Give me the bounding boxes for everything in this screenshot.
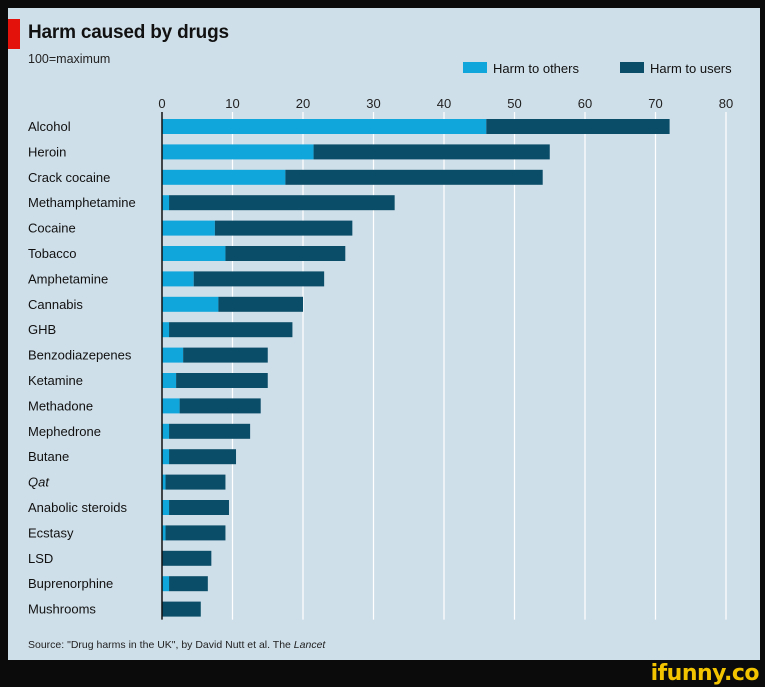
bar-harm-to-users [193, 271, 325, 287]
chart-panel: Harm caused by drugs 100=maximum 0 10 20 30… [8, 8, 760, 660]
bar-harm-to-users [169, 195, 395, 211]
category-label: Buprenorphine [28, 576, 113, 591]
chart-source: Source: "Drug harms in the UK", by David… [28, 639, 325, 651]
x-tick-label: 60 [578, 96, 592, 111]
bar-harm-to-users [165, 525, 226, 541]
bar-harm-to-others [162, 525, 166, 541]
bar-harm-to-users [214, 220, 353, 236]
bar-harm-to-users [218, 296, 303, 312]
x-tick-label: 50 [507, 96, 521, 111]
watermark-logo: ifunny.co [650, 661, 760, 686]
category-label: Qat [28, 475, 50, 490]
category-label: Amphetamine [28, 271, 108, 286]
bar-harm-to-others [162, 220, 215, 236]
bar-harm-to-others [162, 195, 170, 211]
legend-label-users: Harm to users [650, 61, 732, 76]
category-label: GHB [28, 322, 56, 337]
category-label: Tobacco [28, 246, 76, 261]
category-label: Mushrooms [28, 602, 96, 617]
category-label: LSD [28, 551, 53, 566]
category-label: Methadone [28, 398, 93, 413]
bar-harm-to-users [162, 601, 201, 617]
category-label: Methamphetamine [28, 195, 136, 210]
x-tick-label: 10 [225, 96, 239, 111]
x-tick-label: 20 [296, 96, 310, 111]
x-tick-label: 40 [437, 96, 451, 111]
bar-harm-to-users [169, 449, 237, 465]
bar-harm-to-users [169, 500, 229, 515]
bar-harm-to-others [162, 144, 314, 160]
bar-harm-to-others [162, 347, 184, 363]
bar-harm-to-others [162, 246, 226, 261]
x-tick-label: 0 [158, 96, 165, 111]
bar-harm-to-users [179, 398, 261, 414]
x-tick-label: 30 [366, 96, 380, 111]
bar-harm-to-users [313, 144, 550, 160]
bar-harm-to-users [183, 347, 268, 363]
bar-harm-to-others [162, 576, 170, 592]
bar-harm-to-users [162, 550, 212, 566]
category-label: Alcohol [28, 119, 71, 134]
bar-harm-to-others [162, 398, 180, 414]
bar-harm-to-others [162, 474, 166, 490]
category-label: Crack cocaine [28, 170, 110, 185]
bar-harm-to-others [162, 271, 194, 287]
legend-swatch-users [620, 62, 644, 73]
bar-harm-to-others [162, 322, 170, 338]
bar-harm-to-others [162, 169, 286, 185]
source-text: Source: "Drug harms in the UK", by David… [28, 639, 294, 651]
bar-harm-to-users [169, 423, 251, 439]
brand-tab [8, 19, 20, 49]
bar-harm-to-users [165, 474, 226, 490]
category-label: Benzodiazepenes [28, 348, 132, 363]
bar-harm-to-users [169, 322, 293, 338]
category-label: Cannabis [28, 297, 83, 312]
x-tick-label: 70 [648, 96, 662, 111]
bar-harm-to-others [162, 119, 487, 134]
chart-subtitle: 100=maximum [28, 52, 111, 66]
category-label: Cocaine [28, 221, 76, 236]
bar-harm-to-others [162, 373, 177, 388]
category-label: Heroin [28, 144, 66, 159]
bar-harm-to-others [162, 449, 170, 465]
bar-harm-to-users [176, 373, 268, 388]
category-label: Mephedrone [28, 424, 101, 439]
bar-harm-to-users [169, 576, 208, 592]
bar-harm-to-users [486, 119, 670, 134]
category-label: Ecstasy [28, 525, 74, 540]
bar-harm-to-others [162, 296, 219, 312]
bar-harm-to-users [225, 246, 346, 261]
category-label: Ketamine [28, 373, 83, 388]
bar-harm-to-users [285, 169, 543, 185]
source-journal: Lancet [293, 639, 326, 651]
chart-title: Harm caused by drugs [28, 22, 229, 43]
bar-harm-to-others [162, 500, 170, 515]
category-label: Anabolic steroids [28, 500, 127, 515]
legend-swatch-others [463, 62, 487, 73]
legend-label-others: Harm to others [493, 61, 579, 76]
bar-chart: 0 10 20 30 40 50 60 70 80 Alcohol Heroin Crack coca… [28, 61, 733, 620]
x-tick-label: 80 [719, 96, 733, 111]
category-label: Butane [28, 449, 69, 464]
bar-harm-to-others [162, 423, 170, 439]
